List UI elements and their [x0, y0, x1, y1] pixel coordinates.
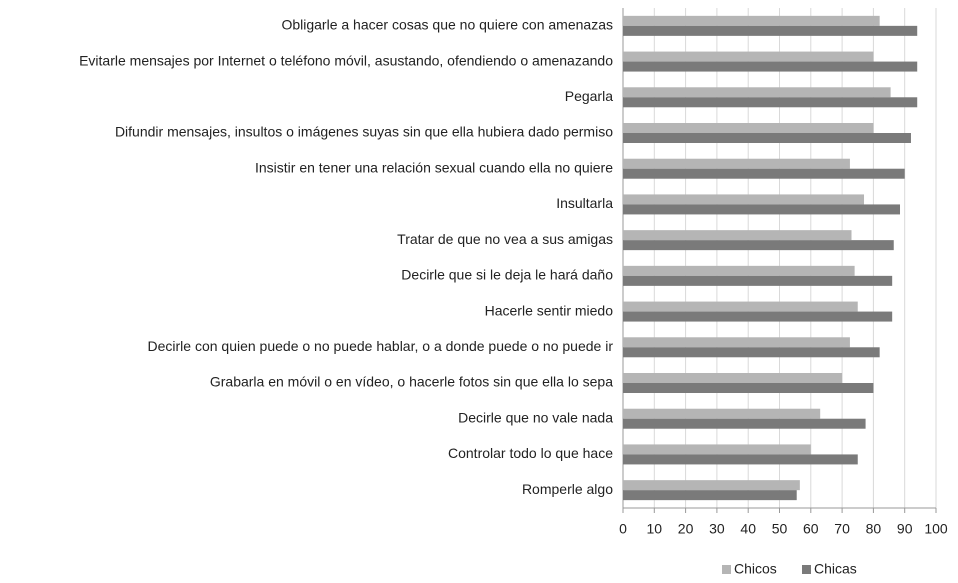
x-tick-label: 30 — [709, 521, 725, 537]
y-tick-label: Grabarla en móvil o en vídeo, o hacerle … — [210, 374, 613, 390]
y-tick-label: Difundir mensajes, insultos o imágenes s… — [115, 124, 613, 140]
bar — [623, 301, 858, 312]
x-tick-label: 90 — [897, 521, 913, 537]
bar — [623, 383, 874, 393]
x-tick-label: 10 — [647, 521, 663, 537]
bar — [623, 51, 874, 62]
bar — [623, 158, 850, 169]
x-tick-label: 80 — [866, 521, 882, 537]
y-tick-label: Obligarle a hacer cosas que no quiere co… — [281, 17, 613, 33]
bar — [623, 168, 905, 179]
x-tick-label: 50 — [772, 521, 788, 537]
x-tick-label: 40 — [740, 521, 756, 537]
bar — [623, 15, 880, 26]
x-tick-label: 70 — [834, 521, 850, 537]
bar — [623, 87, 891, 98]
y-tick-label: Decirle con quien puede o no puede habla… — [148, 338, 614, 354]
bar — [623, 25, 918, 36]
bar — [623, 240, 894, 251]
bar — [623, 230, 852, 241]
bar — [623, 480, 800, 491]
y-tick-label: Decirle que si le deja le hará daño — [401, 267, 613, 283]
legend-swatch — [722, 565, 731, 574]
bar — [623, 133, 911, 143]
y-tick-label: Tratar de que no vea a sus amigas — [397, 231, 613, 247]
bar — [623, 408, 821, 419]
y-tick-label: Decirle que no vale nada — [458, 409, 613, 425]
bar — [623, 418, 866, 429]
legend-swatch — [802, 565, 811, 574]
y-tick-label: Insistir en tener una relación sexual cu… — [255, 159, 613, 175]
y-tick-label: Controlar todo lo que hace — [448, 445, 613, 461]
bar — [623, 61, 918, 72]
bar — [623, 265, 855, 276]
legend-label: Chicos — [734, 561, 777, 577]
legend-label: Chicas — [814, 561, 857, 577]
bar — [623, 454, 858, 465]
bar — [623, 347, 880, 358]
x-tick-label: 0 — [619, 521, 627, 537]
bar — [623, 194, 865, 205]
y-tick-label: Pegarla — [565, 88, 613, 104]
y-tick-label: Insultarla — [556, 195, 613, 211]
bar — [623, 275, 893, 286]
bar — [623, 204, 901, 215]
bar — [623, 337, 850, 348]
bar — [623, 123, 874, 133]
y-tick-label: Evitarle mensajes por Internet o teléfon… — [79, 52, 613, 68]
bar — [623, 311, 893, 322]
bar — [623, 373, 843, 383]
x-tick-label: 100 — [924, 521, 948, 537]
bar — [623, 490, 797, 501]
bar — [623, 97, 918, 108]
bar — [623, 444, 811, 455]
y-tick-label: Romperle algo — [522, 481, 613, 497]
y-tick-label: Hacerle sentir miedo — [485, 302, 614, 318]
x-tick-label: 20 — [678, 521, 694, 537]
x-tick-label: 60 — [803, 521, 819, 537]
